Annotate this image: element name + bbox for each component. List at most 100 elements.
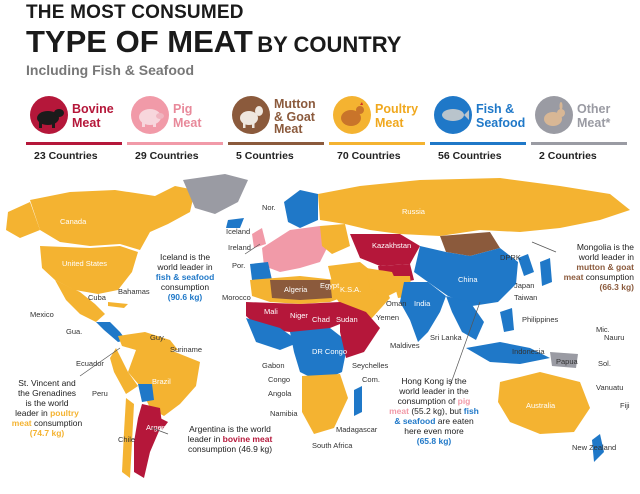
argentina-region (134, 404, 162, 478)
label-argentina: Argentina (146, 423, 179, 432)
legend-bar (127, 142, 223, 145)
india-region (400, 282, 446, 342)
label-yemen: Yemen (376, 313, 399, 322)
label-chile: Chile (118, 435, 135, 444)
label-portugal: Por. (232, 261, 245, 270)
label-mali: Mali (264, 307, 278, 316)
label-guy: Guy. (150, 333, 165, 342)
label-oman: Oman (386, 299, 406, 308)
label-japan: Japan (514, 281, 534, 290)
legend-label: Mutton & Goat Meat (274, 97, 316, 136)
label-kazakhstan: Kazakhstan (372, 241, 411, 250)
legend-item-other: Other Meat* 2 Countries (531, 92, 631, 164)
legend-label: Bovine Meat (72, 102, 114, 130)
pig-icon (131, 96, 169, 134)
papua-region (550, 352, 578, 368)
west-africa-region (246, 318, 300, 350)
world-map: Canada United States Mexico Cuba Bahamas… (6, 174, 630, 478)
label-india: India (414, 299, 431, 308)
australia-region (498, 372, 590, 434)
legend-item-mutton-goat: Mutton & Goat Meat 5 Countries (228, 92, 328, 164)
label-madagascar: Madagascar (336, 425, 378, 434)
label-mic: Mic. (596, 325, 610, 334)
label-angola: Angola (268, 389, 292, 398)
note-hongkong: Hong Kong is the world leader in the con… (389, 376, 479, 446)
label-seychelles: Seychelles (352, 361, 389, 370)
label-south-africa: South Africa (312, 441, 353, 450)
east-africa-region (340, 302, 380, 358)
label-papua: Papua (556, 357, 579, 366)
legend-count: 29 Countries (135, 150, 199, 162)
label-suriname: Suriname (170, 345, 202, 354)
label-iceland: Iceland (226, 227, 250, 236)
label-united-states: United States (62, 259, 107, 268)
label-ecuador: Ecuador (76, 359, 104, 368)
legend-bar (430, 142, 526, 145)
uruguay-region (160, 418, 168, 430)
canada-region (30, 186, 195, 250)
peru-region (110, 348, 138, 394)
legend-bar (228, 142, 324, 145)
label-nauru: Nauru (604, 333, 624, 342)
subtitle: Including Fish & Seafood (26, 62, 194, 78)
algeria-libya-region (270, 280, 332, 300)
legend-label: Fish & Seafood (476, 102, 526, 130)
label-ireland: Ireland (228, 243, 251, 252)
label-bahamas: Bahamas (118, 287, 150, 296)
southeast-asia-region (446, 296, 484, 340)
label-chad: Chad (312, 315, 330, 324)
russia-region (318, 178, 630, 236)
note-argentina: Argentina is the world leader in bovine … (187, 424, 273, 454)
bolivia-region (138, 384, 154, 402)
label-china: China (458, 275, 478, 284)
label-dprk: DPRK (500, 253, 521, 262)
alaska-region (6, 202, 40, 238)
label-australia: Australia (526, 401, 556, 410)
label-cuba: Cuba (88, 293, 107, 302)
iberia-region (250, 262, 272, 280)
iran-region (366, 268, 400, 298)
legend-item-bovine: Bovine Meat 23 Countries (26, 92, 126, 164)
label-russia: Russia (402, 207, 426, 216)
leader-iceland (244, 243, 261, 255)
label-namibia: Namibia (270, 409, 298, 418)
legend-count: 2 Countries (539, 150, 597, 162)
label-indonesia: Indonesia (512, 347, 545, 356)
legend: Bovine Meat 23 Countries Pig Meat 29 Count… (26, 92, 632, 168)
legend-item-pig: Pig Meat 29 Countries (127, 92, 227, 164)
cow-icon (30, 96, 68, 134)
label-congo: Congo (268, 375, 290, 384)
eastern-europe-region (320, 224, 350, 254)
europe-west-region (262, 226, 330, 272)
legend-bar (26, 142, 122, 145)
leader-stvincent (79, 347, 121, 377)
mongolia-region (440, 232, 500, 256)
sahel-region (246, 302, 350, 332)
label-morocco: Morocco (222, 293, 251, 302)
title-main: TYPE OF MEAT (26, 24, 253, 59)
label-peru: Peru (92, 389, 108, 398)
greenland-region (183, 174, 248, 214)
legend-bar (329, 142, 425, 145)
kazakhstan-region (350, 234, 420, 266)
label-gabon: Gabon (262, 361, 285, 370)
label-sol: Sol. (598, 359, 611, 368)
title-line-2: TYPE OF MEAT BY COUNTRY (26, 24, 401, 60)
title-suffix: BY COUNTRY (257, 32, 402, 57)
label-egypt: Egypt (320, 281, 340, 290)
korea-japan-region (518, 254, 552, 286)
fish-icon (434, 96, 472, 134)
iceland-region (226, 218, 244, 228)
china-region (414, 246, 518, 306)
chile-region (122, 398, 134, 478)
label-com: Com. (362, 375, 380, 384)
label-canada: Canada (60, 217, 87, 226)
label-mexico: Mexico (30, 310, 54, 319)
legend-count: 5 Countries (236, 150, 294, 162)
label-nor: Nor. (262, 203, 276, 212)
scandinavia-region (284, 190, 318, 228)
legend-item-fish: Fish & Seafood 56 Countries (430, 92, 530, 164)
label-fiji: Fiji (620, 401, 630, 410)
legend-bar (531, 142, 627, 145)
legend-count: 23 Countries (34, 150, 98, 162)
